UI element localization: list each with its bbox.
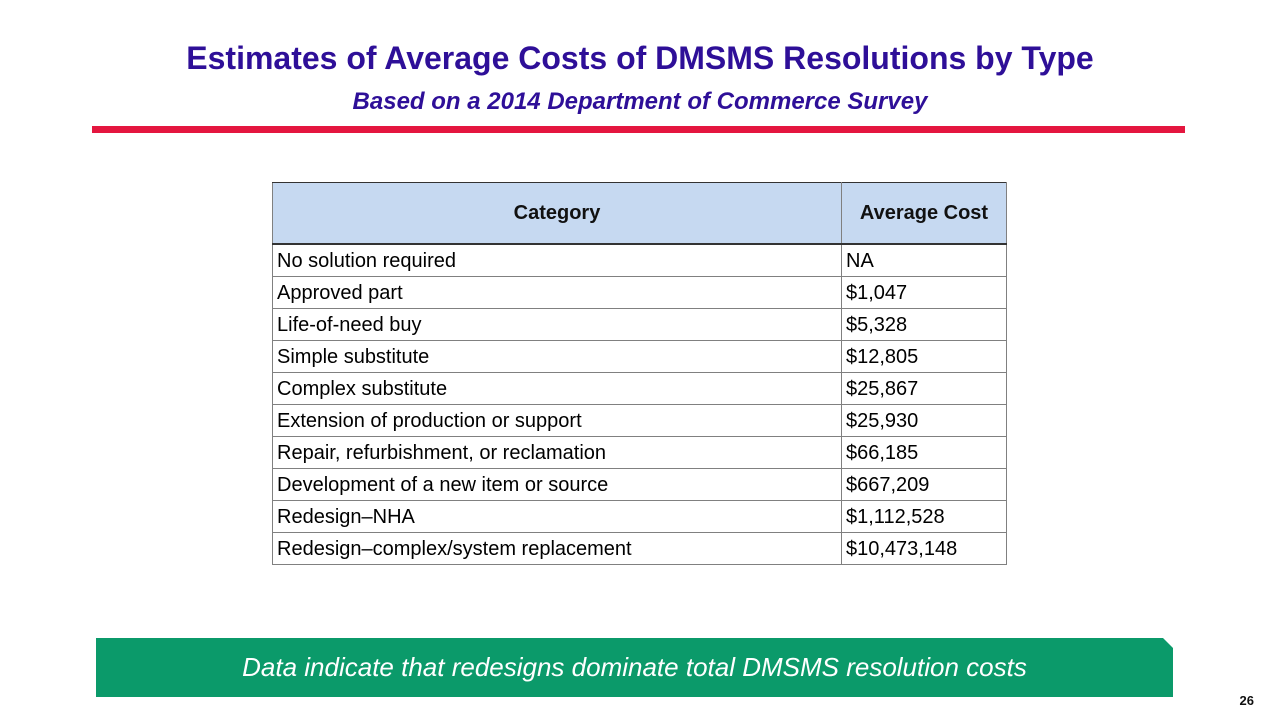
cost-cell: $25,930 [841,404,1007,437]
table-row: Repair, refurbishment, or reclamation $6… [272,436,1007,469]
cost-cell: $66,185 [841,436,1007,469]
category-cell: Extension of production or support [272,404,842,437]
cost-cell: NA [841,243,1007,277]
category-cell: Approved part [272,276,842,309]
table-row: Simple substitute $12,805 [272,340,1007,373]
table-row: Redesign–complex/system replacement $10,… [272,532,1007,565]
table-row: Extension of production or support $25,9… [272,404,1007,437]
conclusion-callout: Data indicate that redesigns dominate to… [96,638,1173,697]
cost-table: Category Average Cost No solution requir… [272,182,1007,565]
table-row: Development of a new item or source $667… [272,468,1007,501]
page-number: 26 [1239,693,1254,708]
cost-cell: $667,209 [841,468,1007,501]
table-row: Complex substitute $25,867 [272,372,1007,405]
cost-cell: $1,047 [841,276,1007,309]
cost-cell: $12,805 [841,340,1007,373]
cost-cell: $25,867 [841,372,1007,405]
slide-title: Estimates of Average Costs of DMSMS Reso… [186,40,1094,76]
cost-cell: $10,473,148 [841,532,1007,565]
cost-cell: $5,328 [841,308,1007,341]
category-cell: Redesign–complex/system replacement [272,532,842,565]
table-header-row: Category Average Cost [272,182,1007,245]
category-cell: Development of a new item or source [272,468,842,501]
cost-cell: $1,112,528 [841,500,1007,533]
category-cell: Redesign–NHA [272,500,842,533]
slide-subtitle: Based on a 2014 Department of Commerce S… [352,88,928,115]
category-cell: Life-of-need buy [272,308,842,341]
title-divider [92,126,1185,133]
table-row: Approved part $1,047 [272,276,1007,309]
category-cell: Repair, refurbishment, or reclamation [272,436,842,469]
category-cell: No solution required [272,243,842,277]
table-row: Life-of-need buy $5,328 [272,308,1007,341]
column-header-average-cost: Average Cost [841,182,1007,245]
table-row: Redesign–NHA $1,112,528 [272,500,1007,533]
category-cell: Simple substitute [272,340,842,373]
category-cell: Complex substitute [272,372,842,405]
callout-text: Data indicate that redesigns dominate to… [242,652,1027,682]
column-header-category: Category [272,182,842,245]
table-row: No solution required NA [272,243,1007,277]
